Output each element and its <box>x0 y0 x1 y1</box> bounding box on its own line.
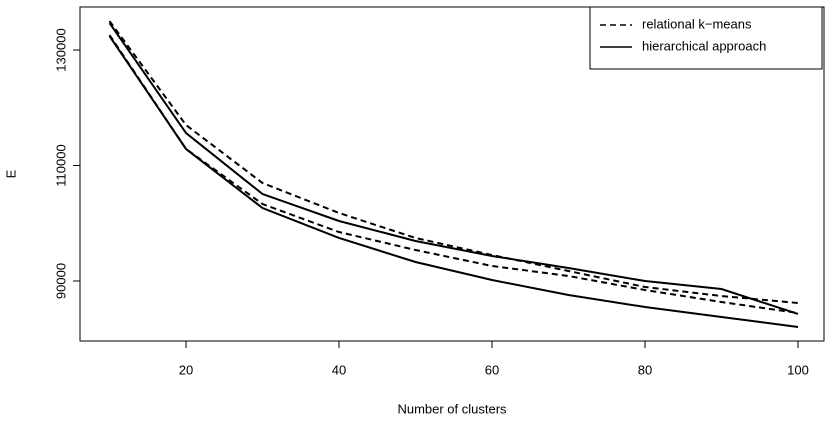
legend-box <box>589 6 823 70</box>
y-tick-label: 90000 <box>53 263 68 299</box>
series-line <box>108 20 799 304</box>
x-axis-label: Number of clusters <box>397 401 507 416</box>
series-line <box>108 35 799 328</box>
y-axis-label: E <box>3 169 18 178</box>
x-tick-label: 40 <box>332 362 346 377</box>
series-line <box>108 34 799 314</box>
x-tick-label: 60 <box>485 362 499 377</box>
x-tick-label: 20 <box>179 362 193 377</box>
legend-label: relational k−means <box>642 16 752 31</box>
y-tick-label: 130000 <box>53 28 68 71</box>
x-tick-label: 80 <box>638 362 652 377</box>
legend-label: hierarchical approach <box>642 38 766 53</box>
x-tick-label: 100 <box>787 362 809 377</box>
series-line <box>108 22 799 315</box>
y-tick-label: 110000 <box>53 144 68 186</box>
